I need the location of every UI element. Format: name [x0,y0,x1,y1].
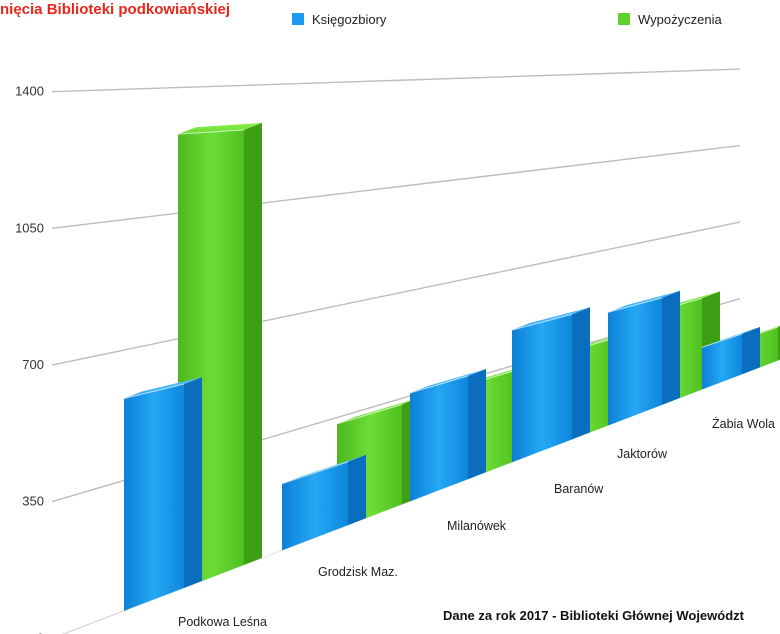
bar-ksiegozbiory [511,307,590,463]
y-tick-label: 1400 [15,84,44,99]
x-tick-label: Jaktorów [617,447,668,461]
x-tick-label: Żabia Wola [712,417,775,431]
bar-front [410,375,468,502]
bar-ksiegozbiory [123,377,202,611]
bar-front [124,384,184,611]
y-tick-label: 1050 [15,220,44,235]
bar-highlight [123,383,185,400]
x-tick-label: Milanówek [447,519,507,533]
x-tick-label: Baranów [554,482,604,496]
bar-highlight [336,403,403,425]
chart-title: nięcia Biblioteki podkowiańskiej [0,1,231,18]
bar-front [608,297,662,426]
bar-ksiegozbiory [409,368,486,502]
bar-highlight [281,461,349,485]
legend-swatch-ksiegozbiory [292,13,304,25]
bar-side [662,290,680,405]
bar-highlight [607,297,663,313]
bar-top [178,122,262,135]
y-tick-label: 700 [22,357,44,372]
bar-side [742,326,760,375]
legend-item-wypozyczenia: Wypożyczenia [618,12,722,27]
bar-ksiegozbiory [281,454,366,551]
gridline [51,68,741,93]
bar-highlight [511,313,573,331]
bar-front [702,333,742,390]
legend-swatch-wypozyczenia [618,13,630,25]
source-note: Dane za rok 2017 - Biblioteki Głównej Wo… [443,608,744,623]
bar-top [124,377,202,399]
legend-item-ksiegozbiory: Księgozbiory [292,12,386,27]
legend-label-wypozyczenia: Wypożyczenia [638,12,722,27]
bar-highlight [701,333,743,348]
x-tick-label: Grodzisk Maz. [318,565,398,579]
gridline [51,144,741,230]
bar-highlight [177,129,245,135]
bar-side [244,122,262,565]
bar-side [468,368,486,480]
bar-side [184,377,202,588]
y-tick-label: 0 [37,630,44,634]
bar-ksiegozbiory [607,290,680,426]
bar-front [512,314,572,463]
bar-highlight [409,375,469,394]
bar-side [572,307,590,440]
x-tick-label: Podkowa Leśna [178,615,267,629]
legend-label-ksiegozbiory: Księgozbiory [312,12,387,27]
bar-ksiegozbiory [701,326,760,390]
y-tick-label: 350 [22,494,44,509]
bar-side [348,454,366,526]
gridline [51,221,741,366]
bar-front [282,461,348,551]
